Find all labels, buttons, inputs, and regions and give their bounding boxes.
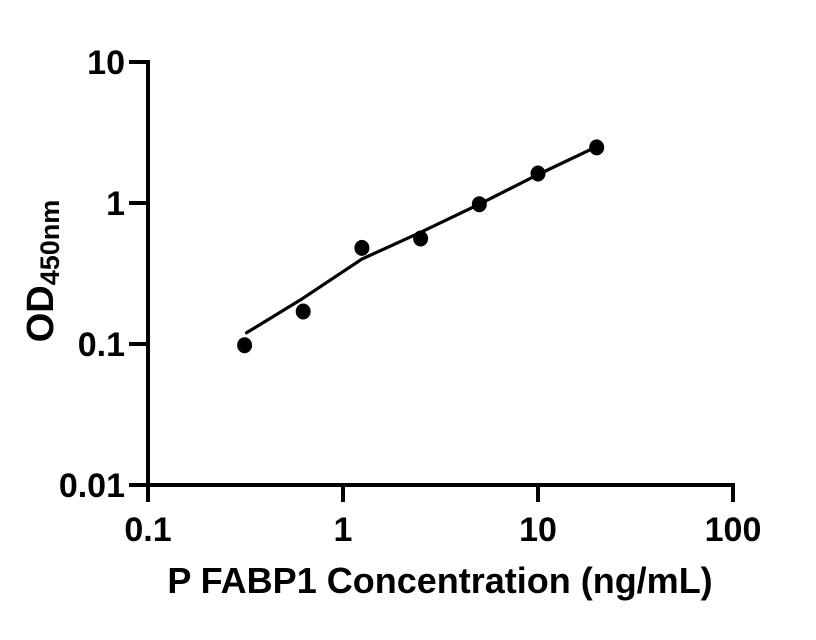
data-point — [589, 139, 605, 156]
y-axis-title-subscript: 450nm — [35, 199, 65, 286]
y-tick-label: 10 — [87, 44, 125, 82]
data-point — [413, 230, 429, 247]
x-tick-label: 100 — [705, 511, 762, 549]
data-point — [237, 337, 253, 354]
y-tick-label: 0.01 — [59, 467, 125, 505]
data-point — [295, 303, 311, 320]
data-point — [471, 196, 487, 213]
x-axis-title: P FABP1 Concentration (ng/mL) — [167, 560, 713, 601]
x-tick-label: 0.1 — [124, 511, 171, 549]
data-point — [530, 165, 546, 182]
data-point — [354, 239, 370, 256]
x-tick-label: 1 — [334, 511, 353, 549]
y-axis-title-main: OD — [20, 285, 62, 343]
y-tick-label: 1 — [106, 185, 125, 223]
y-tick-label: 0.1 — [78, 326, 125, 364]
x-tick-label: 10 — [519, 511, 557, 549]
y-axis-title: OD450nm — [20, 200, 65, 343]
